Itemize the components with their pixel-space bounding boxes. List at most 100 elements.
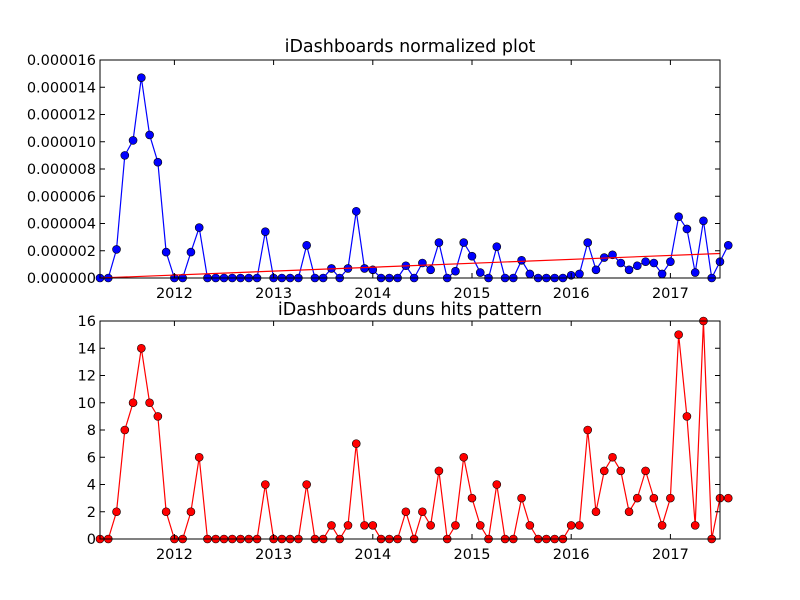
x-tick-label: 2012 [156, 547, 193, 563]
data-point [624, 265, 634, 275]
data-point [161, 507, 171, 517]
y-tick-label: 0.000008 [27, 162, 96, 178]
data-point [112, 507, 121, 517]
data-point [699, 216, 708, 226]
data-point [583, 425, 593, 435]
data-point [302, 241, 311, 250]
data-point [351, 206, 361, 216]
data-point [368, 521, 378, 530]
y-tick-label: 0.000010 [27, 135, 96, 151]
y-tick-label: 16 [78, 314, 96, 330]
y-tick-label: 2 [87, 505, 96, 521]
x-tick-label: 2016 [553, 547, 590, 563]
data-point [261, 227, 270, 236]
data-point [401, 507, 411, 517]
x-tick-label: 2013 [255, 547, 292, 563]
plot-area: 0.000000 0.000002 0.000004 0.000006 0.000008… [27, 53, 733, 302]
data-point [608, 250, 617, 260]
y-tick-label: 12 [78, 369, 96, 385]
data-point [459, 452, 469, 462]
data-point [674, 212, 683, 221]
x-tick-label: 2016 [553, 286, 590, 302]
x-tick-label: 2017 [652, 286, 689, 302]
y-tick-label: 14 [78, 341, 96, 357]
normalized-plot-chart: iDashboards normalized plot 0.0000000.00… [27, 37, 733, 302]
data-point [666, 257, 675, 266]
data-point [327, 521, 336, 530]
data-point [566, 521, 576, 530]
data-point [616, 466, 626, 476]
data-point [153, 412, 163, 421]
data-point [517, 255, 526, 265]
y-tick-label: 0.000012 [27, 108, 96, 124]
data-point [360, 521, 369, 530]
y-tick-label: 10 [78, 396, 96, 412]
x-tick-label: 2017 [652, 547, 689, 563]
data-point [467, 251, 477, 261]
data-point [525, 521, 535, 530]
data-point [137, 343, 146, 353]
data-point [690, 521, 700, 530]
data-point [666, 493, 675, 503]
data-point [186, 247, 196, 257]
trend-line [99, 252, 721, 279]
data-point [583, 238, 593, 247]
data-point [475, 521, 485, 530]
data-point [649, 258, 659, 268]
y-tick-label: 4 [87, 478, 96, 494]
data-point [682, 412, 692, 421]
data-point [492, 242, 502, 251]
data-point [434, 238, 444, 247]
data-point [459, 238, 469, 247]
data-point [475, 268, 485, 277]
plot-area: 0 2 4 6 8 10 12 14 16 2012 2013 2014 2015 2016 2017 [78, 314, 733, 563]
data-point [633, 493, 642, 503]
data-point [343, 521, 353, 530]
data-point [161, 247, 171, 257]
data-point [153, 157, 163, 167]
data-point [641, 466, 650, 476]
data-point [302, 480, 311, 489]
data-point [599, 466, 609, 476]
y-tick-label: 0.000004 [27, 217, 96, 233]
x-tick-label: 2014 [354, 547, 391, 563]
x-tick-label: 2013 [255, 286, 292, 302]
y-tick-label: 0.000006 [27, 189, 96, 205]
data-point [145, 398, 154, 408]
y-tick-label: 8 [87, 423, 96, 439]
data-point [525, 269, 535, 279]
data-point [120, 425, 130, 435]
x-tick-label: 2012 [156, 286, 193, 302]
data-point [690, 268, 700, 277]
chart-title: iDashboards duns hits pattern [278, 300, 542, 320]
y-tick-label: 0.000014 [27, 80, 96, 96]
data-point [426, 265, 435, 275]
data-point [723, 493, 733, 503]
data-point [649, 493, 659, 503]
data-point [360, 264, 369, 273]
data-point [120, 151, 130, 160]
data-point [351, 439, 361, 448]
y-tick-label: 0 [87, 532, 96, 548]
duns-hits-chart: iDashboards duns hits pattern 0 2 4 6 8 10 12 1… [78, 300, 733, 563]
data-point [624, 507, 634, 517]
data-point [657, 521, 667, 530]
data-point [641, 257, 650, 266]
y-tick-label: 6 [87, 450, 96, 466]
data-point [194, 223, 204, 232]
data-point [591, 507, 601, 517]
data-point [492, 480, 502, 489]
x-tick-label: 2015 [454, 286, 491, 302]
data-point [112, 245, 121, 254]
data-point [616, 258, 626, 268]
data-point [467, 493, 477, 503]
data-point [591, 265, 601, 275]
data-point [657, 269, 667, 279]
data-point [451, 266, 460, 276]
x-tick-label: 2015 [454, 547, 491, 563]
x-tick-label: 2014 [354, 286, 391, 302]
data-point [682, 224, 692, 234]
data-point [426, 521, 435, 530]
data-point [137, 73, 146, 83]
